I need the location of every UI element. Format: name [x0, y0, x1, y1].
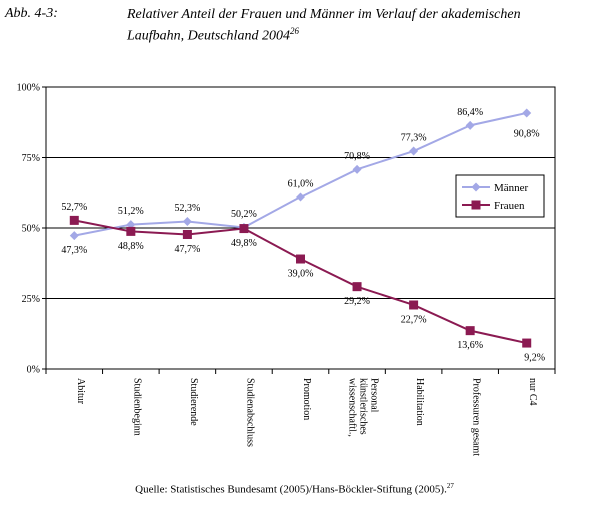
point-frauen: [69, 215, 79, 225]
data-label-maenner: 86,4%: [457, 107, 483, 118]
legend-marker-maenner: [471, 182, 481, 192]
data-label-frauen: 29,2%: [344, 296, 370, 307]
x-tick-label: Studienabschluss: [244, 378, 255, 447]
point-maenner: [69, 231, 79, 241]
x-tick-label: nur C4: [527, 378, 538, 406]
data-label-maenner: 90,8%: [514, 128, 540, 139]
data-label-maenner: 61,0%: [288, 178, 314, 189]
point-frauen: [126, 226, 136, 236]
data-label-maenner: 50,2%: [231, 209, 257, 220]
data-label-frauen: 49,8%: [231, 238, 257, 249]
data-label-frauen: 39,0%: [288, 269, 314, 280]
data-label-frauen: 47,7%: [174, 244, 200, 255]
data-label-frauen: 9,2%: [524, 353, 545, 364]
data-label-frauen: 52,7%: [61, 202, 87, 213]
figure-label: Abb. 4-3:: [5, 6, 58, 21]
x-tick-label: Abitur: [75, 378, 86, 405]
point-maenner: [409, 146, 419, 156]
data-label-maenner: 70,8%: [344, 151, 370, 162]
x-tick-label: Studierende: [188, 378, 199, 426]
data-label-frauen: 48,8%: [118, 241, 144, 252]
source-text: Quelle: Statistisches Bundesamt (2005)/H…: [135, 483, 447, 496]
data-label-maenner: 77,3%: [401, 133, 427, 144]
title-footnote: 26: [289, 26, 299, 36]
data-label-frauen: 13,6%: [457, 340, 483, 351]
point-frauen: [296, 254, 305, 264]
x-tick-label: Professuren gesamt: [471, 378, 482, 456]
y-tick-label: 0%: [27, 365, 40, 376]
x-tick-label: künstlerisches: [358, 378, 369, 435]
figure-title: Relativer Anteil der Frauen und Männer i…: [127, 6, 585, 45]
y-tick-label: 50%: [22, 224, 40, 235]
x-tick-label: Personal: [369, 378, 380, 413]
point-maenner: [352, 164, 362, 174]
title-line-1: Relativer Anteil der Frauen und Männer i…: [127, 7, 521, 22]
point-maenner: [182, 217, 192, 227]
y-tick-label: 100%: [17, 83, 40, 94]
x-tick-label: Promotion: [301, 378, 312, 420]
y-tick-label: 25%: [22, 294, 40, 305]
legend-marker-frauen: [471, 200, 481, 210]
point-maenner: [522, 108, 532, 118]
point-maenner: [465, 120, 475, 130]
legend-label-maenner: Männer: [494, 182, 529, 194]
title-line-2: Laufbahn, Deutschland 2004: [127, 28, 290, 44]
x-tick-label: wissenschaftl.,: [347, 378, 358, 437]
point-frauen: [465, 326, 475, 336]
data-label-maenner: 47,3%: [61, 245, 87, 256]
point-frauen: [352, 282, 362, 292]
y-tick-label: 75%: [22, 153, 40, 164]
point-frauen: [182, 229, 192, 239]
point-maenner: [296, 192, 305, 202]
source-note: Quelle: Statistisches Bundesamt (2005)/H…: [0, 482, 589, 496]
source-footnote: 27: [446, 482, 454, 490]
point-frauen: [239, 224, 249, 234]
data-label-frauen: 22,7%: [401, 314, 427, 325]
point-maenner: [126, 220, 136, 230]
line-chart: 0% 25% 50% 75% 100% Abitur Studienbeginn Studie…: [17, 83, 556, 456]
data-label-maenner: 51,2%: [118, 206, 144, 217]
point-frauen: [409, 300, 419, 310]
data-label-maenner: 52,3%: [174, 203, 200, 214]
point-frauen: [522, 338, 532, 348]
x-tick-label: Studienbeginn: [131, 378, 142, 436]
legend-box: [455, 174, 545, 218]
x-tick-label: Habilitation: [414, 378, 425, 426]
legend-label-frauen: Frauen: [494, 200, 525, 212]
series-line-frauen: [74, 219, 527, 345]
